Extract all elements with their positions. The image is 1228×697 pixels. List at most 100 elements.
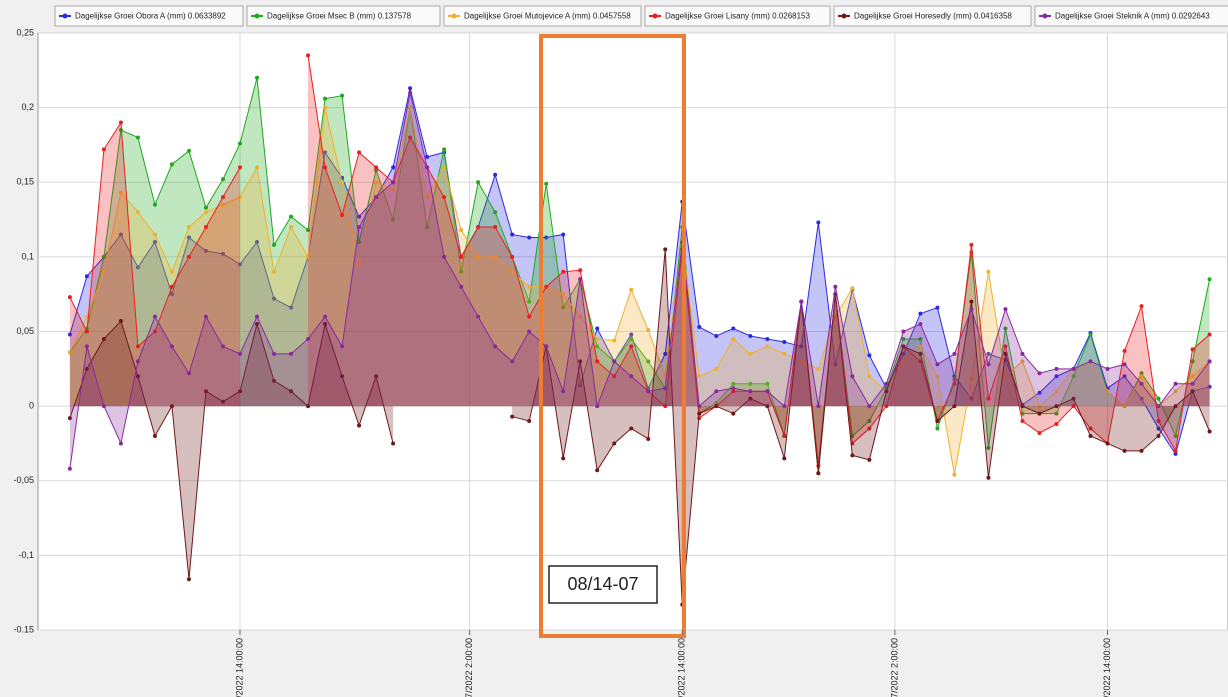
data-point xyxy=(340,344,345,349)
data-point xyxy=(220,344,225,349)
data-point xyxy=(1054,422,1059,427)
data-point xyxy=(476,180,481,185)
data-point xyxy=(799,359,804,364)
highlight-box xyxy=(539,34,686,638)
data-point xyxy=(152,202,157,207)
data-point xyxy=(1088,332,1093,337)
data-point xyxy=(255,239,260,244)
data-point xyxy=(84,344,89,349)
data-point xyxy=(935,362,940,367)
data-point xyxy=(391,217,396,222)
data-point xyxy=(493,172,498,177)
data-point xyxy=(1139,374,1144,379)
data-point xyxy=(918,351,923,356)
legend-label: Dagelijkse Groei Mutojevice A (mm) 0.045… xyxy=(464,12,631,21)
legend-label: Dagelijkse Groei Msec B (mm) 0.137578 xyxy=(267,12,412,21)
data-point xyxy=(1054,389,1059,394)
data-point xyxy=(220,195,225,200)
data-point xyxy=(1020,351,1025,356)
data-point xyxy=(306,336,311,341)
data-point xyxy=(629,426,634,431)
data-point xyxy=(884,404,889,409)
data-point xyxy=(1054,374,1059,379)
data-point xyxy=(1037,411,1042,416)
data-point xyxy=(255,165,260,170)
data-point xyxy=(816,471,821,476)
data-point xyxy=(425,154,430,159)
data-point xyxy=(476,225,481,230)
data-point xyxy=(1020,419,1025,424)
data-point xyxy=(748,351,753,356)
data-point xyxy=(152,239,157,244)
series xyxy=(67,90,1212,471)
data-point xyxy=(169,269,174,274)
data-point xyxy=(578,359,583,364)
legend-swatch-dot xyxy=(652,13,658,19)
data-point xyxy=(527,419,532,424)
data-point xyxy=(731,411,736,416)
data-point xyxy=(1003,374,1008,379)
y-tick-label: 0,1 xyxy=(21,251,34,261)
data-point xyxy=(186,225,191,230)
data-point xyxy=(323,322,328,327)
data-point xyxy=(169,404,174,409)
y-tick-label: -0,05 xyxy=(13,475,34,485)
data-point xyxy=(782,351,787,356)
data-point xyxy=(152,232,157,237)
data-point xyxy=(561,232,566,237)
data-point xyxy=(476,314,481,319)
data-point xyxy=(731,336,736,341)
data-point xyxy=(731,381,736,386)
data-point xyxy=(237,141,242,146)
data-point xyxy=(101,269,106,274)
data-point xyxy=(799,299,804,304)
data-point xyxy=(595,336,600,341)
legend-label: Dagelijkse Groei Horesedly (mm) 0.041635… xyxy=(854,12,1012,21)
data-point xyxy=(935,419,940,424)
legend-swatch-dot xyxy=(1042,13,1048,19)
legend-swatch-dot xyxy=(254,13,260,19)
data-point xyxy=(799,344,804,349)
legend-label: Dagelijkse Groei Obora A (mm) 0.0633892 xyxy=(75,12,226,21)
data-point xyxy=(765,389,770,394)
data-point xyxy=(425,165,430,170)
data-point xyxy=(1207,332,1212,337)
data-point xyxy=(425,225,430,230)
data-point xyxy=(1071,374,1076,379)
data-point xyxy=(101,254,106,259)
data-point xyxy=(986,475,991,480)
data-point xyxy=(697,325,702,330)
data-point xyxy=(833,314,838,319)
data-point xyxy=(544,181,549,186)
data-point xyxy=(459,284,464,289)
data-point xyxy=(612,441,617,446)
data-point xyxy=(850,453,855,458)
y-tick-label: 0,15 xyxy=(16,177,34,187)
data-point xyxy=(1020,359,1025,364)
data-point xyxy=(748,396,753,401)
legend-item-box xyxy=(644,5,831,27)
data-point xyxy=(969,377,974,382)
data-point xyxy=(1156,433,1161,438)
legend-item-box xyxy=(443,5,642,27)
data-point xyxy=(220,177,225,182)
legend-swatch-dot xyxy=(62,13,68,19)
data-point xyxy=(1156,419,1161,424)
data-point xyxy=(391,441,396,446)
data-point xyxy=(1105,441,1110,446)
data-point xyxy=(323,96,328,101)
data-point xyxy=(544,235,549,240)
data-point xyxy=(1190,347,1195,352)
data-point xyxy=(1122,348,1127,353)
data-point xyxy=(186,371,191,376)
x-tick-label: 18/06/2022 14:00:00 xyxy=(234,638,244,697)
data-point xyxy=(203,225,208,230)
data-point xyxy=(374,168,379,173)
data-point xyxy=(714,404,719,409)
data-point xyxy=(374,195,379,200)
data-point xyxy=(1156,396,1161,401)
data-point xyxy=(714,366,719,371)
data-point xyxy=(306,404,311,409)
data-point xyxy=(374,180,379,185)
